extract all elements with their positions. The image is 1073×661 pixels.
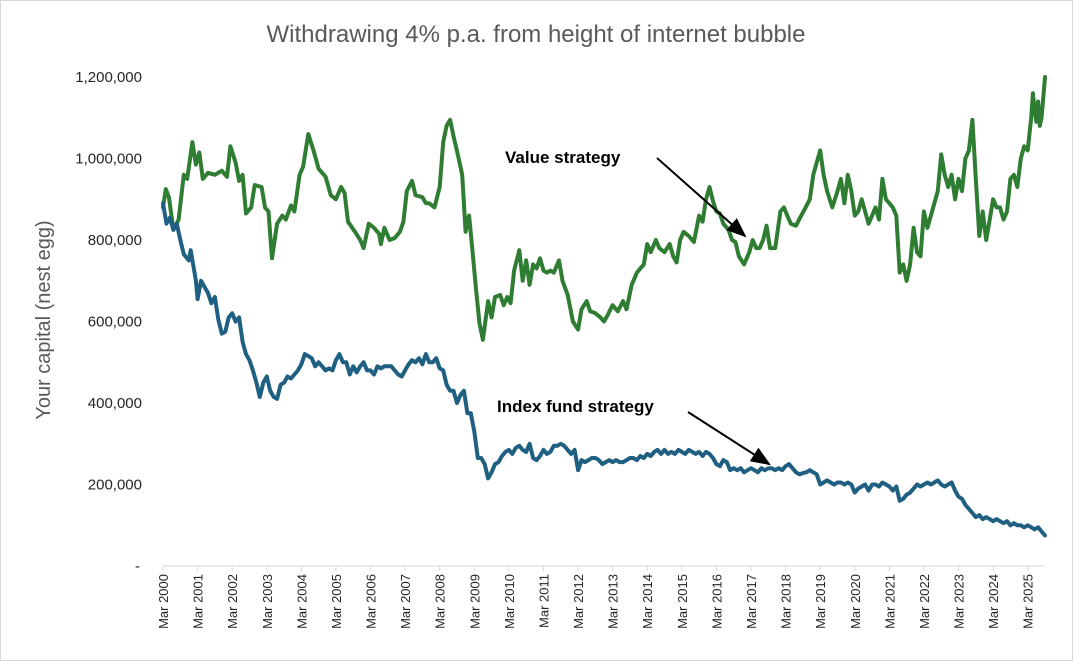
annotation-label: Value strategy: [505, 148, 621, 167]
x-tick-label: Mar 2016: [709, 574, 724, 629]
y-tick-label: 1,200,000: [75, 69, 142, 86]
x-tick-label: Mar 2006: [364, 574, 379, 629]
x-tick-label: Mar 2020: [848, 574, 863, 629]
y-axis-ticks: - 200,000 400,000 600,000 800,000 1,000,000 1,…: [75, 69, 142, 575]
x-tick-label: Mar 2022: [917, 574, 932, 629]
x-tick-label: Mar 2007: [398, 574, 413, 629]
annotation-arrow: [687, 411, 771, 466]
x-tick-label: Mar 2015: [675, 574, 690, 629]
x-tick-label: Mar 2012: [571, 574, 586, 629]
x-tick-label: Mar 2004: [294, 574, 309, 629]
series-line-index-fund-strategy: [161, 201, 1047, 538]
x-tick-label: Mar 2005: [329, 574, 344, 629]
series-group: [161, 75, 1047, 538]
x-tick-label: Mar 2011: [536, 574, 551, 628]
y-axis-label: Your capital (nest egg): [33, 220, 55, 419]
x-tick-label: Mar 2002: [225, 574, 240, 629]
x-tick-label: Mar 2025: [1021, 574, 1036, 629]
annotation-label: Index fund strategy: [497, 397, 654, 416]
x-tick-label: Mar 2003: [260, 574, 275, 629]
x-tick-label: Mar 2017: [744, 574, 759, 629]
x-tick-label: Mar 2024: [986, 574, 1001, 629]
x-tick-label: Mar 2018: [779, 574, 794, 629]
y-tick-label: 400,000: [88, 395, 142, 412]
x-tick-label: Mar 2021: [882, 574, 897, 629]
series-line-value-strategy: [161, 75, 1047, 342]
y-tick-label: 1,000,000: [75, 151, 142, 168]
annotation-arrow: [656, 157, 747, 238]
y-tick-label: -: [135, 558, 140, 575]
chart-title: Withdrawing 4% p.a. from height of inter…: [267, 21, 806, 48]
x-tick-label: Mar 2001: [191, 574, 206, 629]
annotations: Value strategy Index fund strategy: [497, 148, 771, 466]
x-tick-label: Mar 2010: [502, 574, 517, 629]
x-tick-label: Mar 2013: [606, 574, 621, 629]
x-tick-label: Mar 2014: [640, 574, 655, 629]
x-axis: Mar 2000 Mar 2001 Mar 2002 Mar 2003 Mar 2004…: [156, 565, 1045, 629]
x-tick-label: Mar 2023: [952, 574, 967, 629]
x-tick-label: Mar 2008: [433, 574, 448, 629]
x-tick-label: Mar 2009: [467, 574, 482, 629]
y-tick-label: 600,000: [88, 314, 142, 331]
y-tick-label: 800,000: [88, 232, 142, 249]
x-tick-label: Mar 2000: [156, 574, 171, 629]
y-tick-label: 200,000: [88, 477, 142, 494]
x-tick-label: Mar 2019: [813, 574, 828, 629]
